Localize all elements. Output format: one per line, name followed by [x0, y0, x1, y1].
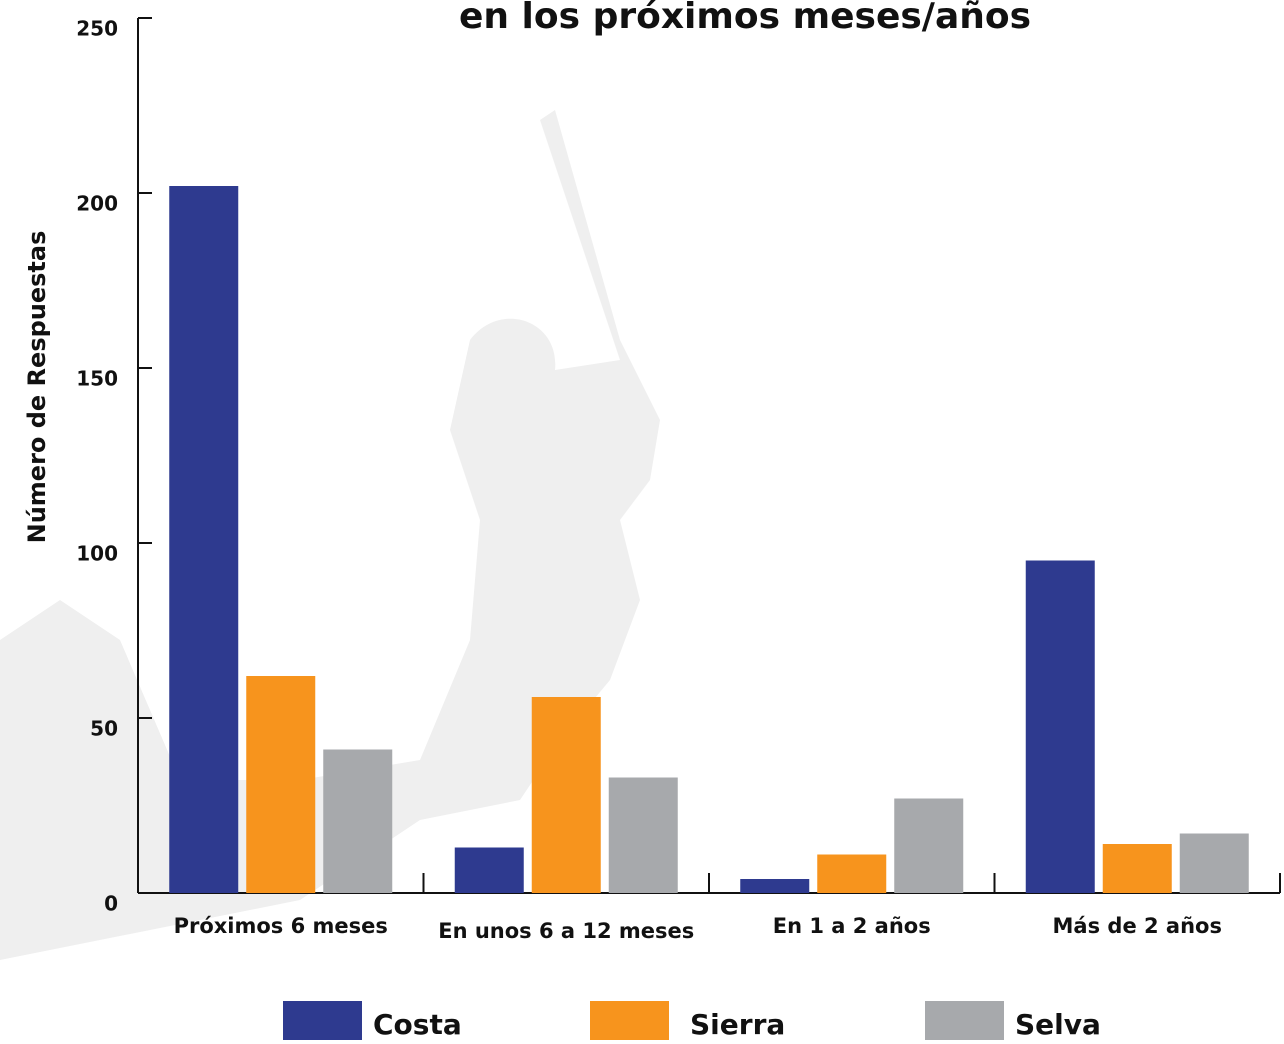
bar: [454, 847, 524, 893]
legend-label: Sierra: [690, 1008, 785, 1041]
y-tick-label: 200: [76, 192, 118, 216]
legend-swatch: [590, 1001, 669, 1040]
bar: [1025, 560, 1095, 893]
legend-swatch: [283, 1001, 362, 1040]
x-tick-label: Próximos 6 meses: [174, 914, 388, 938]
bar: [531, 697, 601, 893]
bar: [1179, 833, 1249, 893]
bar: [608, 777, 678, 893]
legend-swatch: [925, 1001, 1004, 1040]
bar: [169, 186, 239, 893]
x-tick-label: En 1 a 2 años: [773, 914, 931, 938]
y-axis-label: Número de Respuestas: [23, 231, 51, 544]
bar: [246, 676, 316, 893]
legend-label: Selva: [1015, 1008, 1101, 1041]
chart-title: en los próximos meses/años: [459, 0, 1031, 37]
y-tick-label: 250: [76, 17, 118, 41]
bar: [1102, 844, 1172, 893]
bar: [894, 798, 964, 893]
bar: [740, 879, 810, 893]
y-tick-label: 150: [76, 367, 118, 391]
background-silhouette: [0, 110, 660, 960]
x-tick-label: Más de 2 años: [1053, 914, 1222, 938]
x-tick-label: En unos 6 a 12 meses: [438, 919, 694, 943]
y-tick-label: 50: [90, 717, 118, 741]
y-tick-label: 100: [76, 542, 118, 566]
bar: [817, 854, 887, 893]
bar: [323, 749, 393, 893]
legend-label: Costa: [373, 1008, 462, 1041]
y-tick-label: 0: [104, 892, 118, 916]
